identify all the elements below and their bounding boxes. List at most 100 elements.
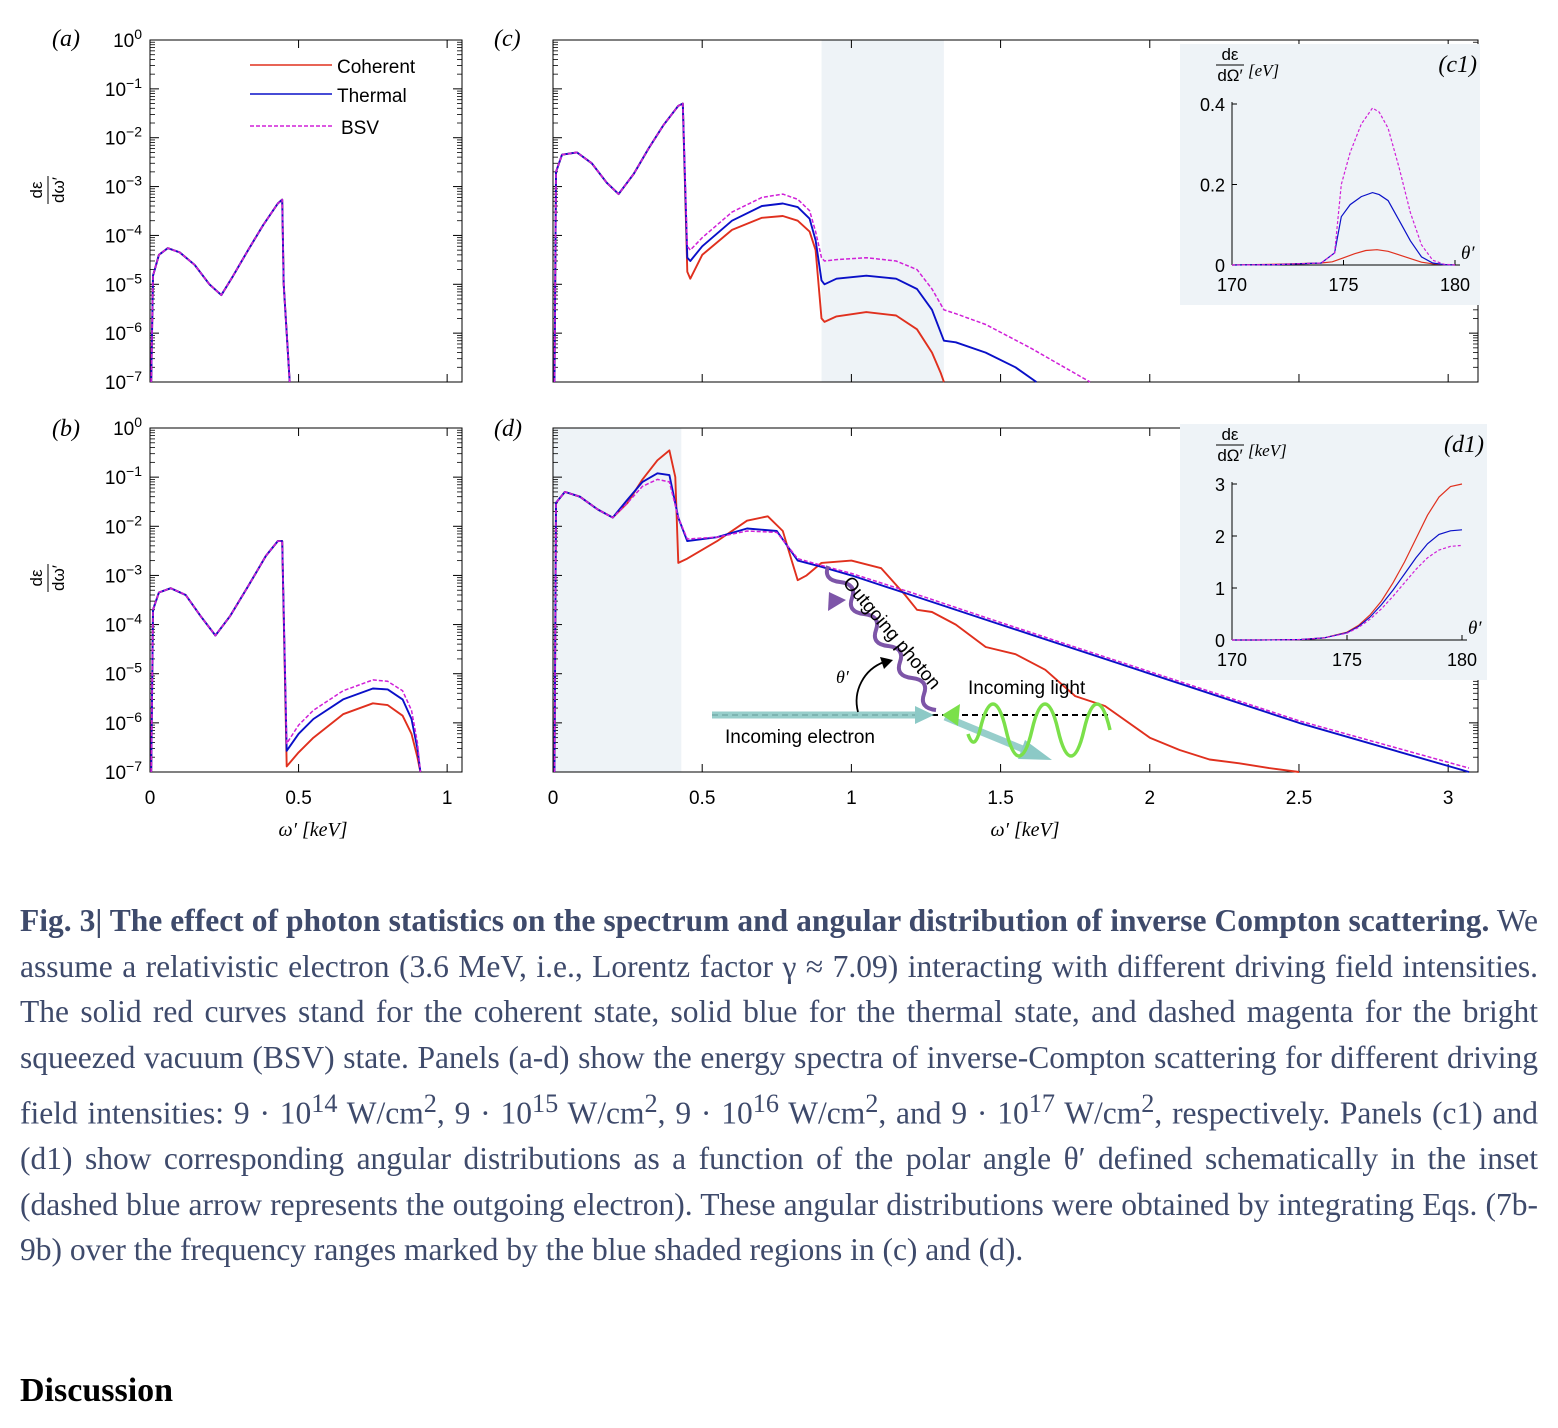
- caption-intensity-4: , and 9 · 10: [878, 1095, 1029, 1131]
- panel-c1-inset: 170 175 180 0 0.2 0.4 dε dΩ′ [eV] θ′ (c1): [1180, 44, 1480, 305]
- photon-arrowhead: [828, 592, 846, 611]
- inset-x-tick-label: 180: [1447, 650, 1477, 670]
- series-bsv: [150, 198, 291, 383]
- xlabel-d: ω′ [keV]: [990, 819, 1059, 841]
- caption-intensity-3: , 9 · 10: [657, 1095, 753, 1131]
- legend-bsv: BSV: [341, 118, 379, 139]
- series-thermal: [150, 198, 291, 383]
- panel-c-plot: [552, 39, 1479, 383]
- panel-d-plot: 0 0.5 1 1.5 2 2.5 3: [548, 427, 1479, 809]
- y-tick-label: 10−7: [105, 368, 142, 394]
- x-tick-label: 0: [548, 788, 559, 809]
- y-tick-label: 100: [113, 414, 142, 440]
- outgoing-photon-label: Outgoing photon: [838, 573, 944, 694]
- inset-ylabel-den: dΩ′: [1217, 446, 1242, 465]
- caption-sq-1: 2: [423, 1088, 437, 1118]
- series-bsv: [553, 478, 1470, 773]
- y-tick-label: 10−1: [105, 75, 142, 101]
- y-tick-label: 10−4: [105, 221, 142, 247]
- y-tick-label: 10−5: [105, 660, 142, 686]
- series-bsv: [553, 102, 1091, 383]
- inset-y-tick-label: 2: [1215, 527, 1225, 547]
- figure-caption: Fig. 3| The effect of photon statistics …: [20, 898, 1538, 1273]
- caption-unit-2: W/cm: [558, 1095, 645, 1131]
- caption-unit-1: W/cm: [337, 1095, 424, 1131]
- series-thermal: [553, 102, 1037, 383]
- inset-x-tick-label: 175: [1328, 275, 1358, 295]
- x-tick-label: 1.5: [987, 788, 1013, 809]
- caption-title: Fig. 3| The effect of photon statistics …: [20, 903, 1490, 938]
- inset-panel-label: (d1): [1444, 432, 1484, 458]
- inset-xlabel: θ′: [1461, 243, 1475, 264]
- inset-ylabel-den: dΩ′: [1217, 66, 1242, 85]
- y-tick-label: 10−2: [105, 124, 142, 150]
- incoming-electron-label: Incoming electron: [725, 727, 875, 748]
- outgoing-electron-arrowhead: [1018, 740, 1052, 760]
- x-tick-label: 0.5: [689, 788, 715, 809]
- shaded-integration-range: [821, 40, 944, 382]
- x-tick-label: 2: [1144, 788, 1155, 809]
- inset-ylabel-unit: [eV]: [1248, 61, 1279, 80]
- axes-frame: [149, 39, 463, 383]
- inset-x-tick-label: 170: [1217, 275, 1247, 295]
- caption-sq-4: 2: [1141, 1088, 1155, 1118]
- y-tick-label: 10−5: [105, 270, 142, 296]
- x-tick-label: 0: [145, 788, 156, 809]
- y-tick-label: 10−4: [105, 611, 142, 637]
- inset-series-bsv: [1232, 544, 1463, 641]
- inset-ylabel-unit: [keV]: [1248, 441, 1287, 460]
- series-bsv: [150, 540, 422, 773]
- inset-y-tick-label: 3: [1215, 475, 1225, 495]
- inset-ylabel-num: dε: [1221, 425, 1238, 444]
- ylabel-b: dε dω′: [27, 564, 68, 592]
- ylabel-b-num: dε: [27, 569, 46, 586]
- caption-sq-2: 2: [644, 1088, 658, 1118]
- legend: Coherent Thermal BSV: [250, 57, 416, 139]
- xlabel-b: ω′ [keV]: [278, 819, 347, 841]
- outgoing-photon-wave: [824, 565, 937, 712]
- inset-y-tick-label: 0.4: [1200, 95, 1225, 115]
- electron-arrowhead: [915, 706, 934, 724]
- ylabel-a-num: dε: [27, 181, 46, 198]
- inset-xlabel: θ′: [1468, 618, 1482, 639]
- caption-unit-4: W/cm: [1055, 1095, 1142, 1131]
- shaded-integration-range: [553, 428, 682, 772]
- y-tick-label: 10−2: [105, 512, 142, 538]
- inset-panel-label: (c1): [1438, 52, 1477, 78]
- panel-label-c: (c): [494, 26, 521, 52]
- x-tick-label: 1: [846, 788, 857, 809]
- y-tick-label: 10−7: [105, 758, 142, 784]
- light-arrowhead: [942, 704, 960, 726]
- y-tick-label: 10−6: [105, 319, 142, 345]
- y-tick-label: 10−1: [105, 463, 142, 489]
- section-heading-discussion: Discussion: [20, 1372, 174, 1409]
- caption-intensity-1: 9 · 10: [233, 1095, 312, 1131]
- inset-y-tick-label: 1: [1215, 579, 1225, 599]
- ylabel-a: dε dω′: [27, 176, 68, 204]
- y-tick-label: 100: [113, 26, 142, 52]
- caption-body-2: , respectively. Panels (c1) and (d1) sho…: [20, 1095, 1538, 1268]
- inset-x-tick-label: 175: [1332, 650, 1362, 670]
- inset-x-tick-label: 170: [1217, 650, 1247, 670]
- x-tick-label: 2.5: [1286, 788, 1312, 809]
- caption-intensity-2: , 9 · 10: [436, 1095, 532, 1131]
- caption-unit-3: W/cm: [778, 1095, 866, 1131]
- theta-label: θ′: [836, 667, 850, 687]
- inset-x-tick-label: 180: [1440, 275, 1470, 295]
- panel-label-d: (d): [494, 416, 522, 442]
- x-tick-label: 1: [442, 788, 453, 809]
- legend-thermal: Thermal: [337, 86, 407, 107]
- caption-exp-1: 14: [311, 1088, 338, 1118]
- caption-body-1: We assume a relativistic electron (3.6 M…: [20, 903, 1539, 1131]
- ylabel-b-den: dω′: [49, 565, 68, 591]
- inset-y-tick-label: 0: [1215, 256, 1225, 276]
- y-tick-label: 10−3: [105, 561, 142, 587]
- series-coherent: [150, 198, 291, 383]
- angle-arc: [855, 661, 885, 713]
- caption-exp-2: 15: [532, 1088, 559, 1118]
- incoming-light-label: Incoming light: [968, 678, 1086, 699]
- y-tick-label: 10−6: [105, 709, 142, 735]
- caption-sq-3: 2: [865, 1088, 879, 1118]
- inset-y-tick-label: 0.2: [1200, 176, 1225, 196]
